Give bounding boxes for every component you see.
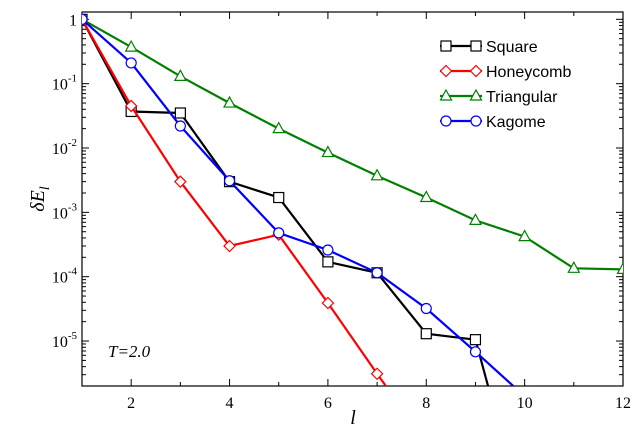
y-tick-exponent: -2 — [68, 137, 77, 149]
y-axis-title-main: δE — [27, 190, 49, 212]
data-point-square — [469, 334, 482, 346]
data-point-square — [273, 191, 285, 204]
data-point-triangular — [468, 213, 482, 225]
x-tick-label: 2 — [127, 395, 135, 412]
legend-marker-triangular — [469, 88, 483, 101]
plot-frame — [81, 11, 624, 387]
annotation-text: T=2.0 — [108, 342, 151, 361]
data-point-honeycomb — [223, 239, 236, 253]
data-point-triangular — [518, 229, 532, 242]
x-axis-title: l — [350, 407, 356, 429]
y-tick-mantissa: 10 — [52, 205, 68, 222]
data-point-triangular — [173, 69, 187, 81]
data-point-triangular — [567, 261, 581, 273]
y-tick-mantissa: 10 — [52, 77, 68, 94]
series-layer — [82, 12, 623, 386]
y-tick-mantissa: 1 — [69, 12, 77, 29]
x-tick-label: 10 — [517, 395, 533, 412]
y-tick-label: 10-2 — [52, 137, 77, 158]
legend-marker-triangular — [439, 88, 453, 101]
legend-label-triangular: Triangular — [486, 89, 558, 106]
data-point-honeycomb — [174, 175, 187, 189]
y-tick-exponent: -5 — [68, 330, 78, 342]
data-point-honeycomb — [321, 296, 335, 310]
series-line-square — [82, 18, 490, 386]
data-point-triangular — [616, 262, 623, 274]
y-tick-label: 1 — [69, 12, 77, 29]
x-tick-label: 4 — [226, 395, 234, 412]
legend-marker-honeycomb — [469, 64, 483, 78]
series-line-honeycomb — [82, 18, 388, 386]
y-tick-label: 10-3 — [52, 201, 78, 222]
data-point-triangular — [124, 39, 138, 52]
data-point-kagome — [223, 175, 236, 187]
data-point-kagome — [420, 302, 432, 315]
legend-label-kagome: Kagome — [486, 114, 546, 131]
y-tick-mantissa: 10 — [52, 334, 68, 351]
legend-label-square: Square — [486, 39, 538, 56]
legend-marker-square — [470, 40, 482, 52]
data-point-triangular — [321, 145, 335, 158]
x-tick-label: 6 — [324, 395, 332, 412]
data-point-kagome — [322, 244, 334, 256]
data-point-kagome — [125, 57, 137, 69]
data-point-kagome — [469, 346, 482, 358]
legend-marker-honeycomb — [439, 64, 453, 78]
series-line-kagome — [82, 18, 515, 386]
data-point-honeycomb — [124, 99, 138, 113]
y-axis-title-text: δEl — [27, 186, 53, 212]
x-tick-label: 12 — [615, 395, 631, 412]
data-point-honeycomb — [370, 367, 384, 381]
data-point-triangular — [370, 168, 384, 181]
y-tick-label: 10-5 — [52, 330, 78, 351]
data-point-kagome — [82, 13, 88, 25]
data-point-square — [322, 256, 334, 268]
data-point-square — [174, 107, 186, 119]
y-axis-title: δEl — [27, 186, 53, 212]
data-point-triangular — [272, 121, 286, 134]
y-tick-exponent: -4 — [68, 266, 78, 278]
legend-marker-square — [440, 40, 452, 52]
series-line-triangular — [82, 18, 623, 271]
data-point-square — [420, 328, 432, 340]
legend-label-honeycomb: Honeycomb — [486, 64, 571, 81]
y-tick-exponent: -3 — [68, 201, 78, 213]
data-point-kagome — [273, 227, 285, 239]
data-point-kagome — [371, 267, 383, 279]
y-axis-title-sub: l — [38, 186, 53, 190]
data-point-triangular — [223, 95, 237, 108]
data-point-kagome — [174, 120, 186, 132]
data-point-triangular — [419, 190, 433, 203]
legend-marker-kagome — [440, 115, 452, 127]
y-tick-exponent: -1 — [68, 73, 77, 85]
y-tick-mantissa: 10 — [52, 141, 68, 158]
y-tick-label: 10-4 — [52, 266, 78, 287]
legend: Square Honeycomb Triangular Kagome — [439, 39, 571, 131]
y-tick-mantissa: 10 — [52, 270, 68, 287]
y-tick-label: 10-1 — [52, 73, 77, 94]
legend-marker-kagome — [470, 115, 482, 127]
x-tick-label: 8 — [422, 395, 430, 412]
